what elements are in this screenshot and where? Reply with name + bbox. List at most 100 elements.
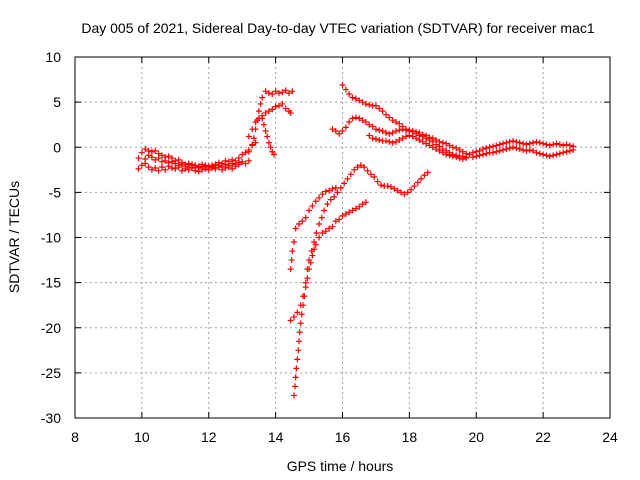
data-point	[506, 138, 513, 145]
data-point	[232, 161, 239, 168]
series-track-afternoon-lower	[366, 132, 470, 162]
data-point	[332, 218, 339, 225]
data-point	[321, 207, 328, 214]
data-point	[302, 214, 309, 221]
data-point	[483, 145, 490, 152]
data-point	[229, 160, 236, 167]
data-point	[372, 102, 379, 109]
data-point	[272, 103, 279, 110]
data-point	[298, 311, 305, 318]
data-point	[329, 223, 336, 230]
data-point	[344, 175, 351, 182]
data-point	[453, 154, 460, 161]
data-point	[489, 143, 496, 150]
data-point	[560, 149, 567, 156]
data-point	[543, 152, 550, 159]
data-point	[456, 146, 463, 153]
data-point	[540, 140, 547, 147]
data-point	[293, 365, 300, 372]
data-point	[347, 171, 354, 178]
x-tick-label: 8	[71, 429, 79, 445]
data-point	[443, 140, 450, 147]
data-point	[265, 90, 272, 97]
data-point	[446, 152, 453, 159]
data-point	[165, 159, 172, 166]
data-point	[399, 135, 406, 142]
data-point	[496, 141, 503, 148]
data-point	[275, 90, 282, 97]
data-point	[546, 142, 553, 149]
data-point	[250, 135, 257, 142]
data-point	[500, 146, 506, 153]
data-point	[346, 91, 353, 98]
data-point	[152, 165, 159, 172]
data-point	[286, 90, 292, 97]
data-point	[316, 234, 323, 241]
data-point	[423, 140, 430, 147]
y-tick-label: 5	[53, 94, 61, 110]
data-point	[148, 148, 155, 155]
data-point	[342, 86, 349, 93]
plot-frame	[74, 56, 611, 419]
data-point	[342, 124, 349, 131]
data-point	[408, 186, 415, 193]
data-point	[291, 392, 298, 399]
data-point	[267, 144, 274, 151]
data-point	[416, 137, 423, 144]
data-point	[289, 88, 296, 95]
data-point	[520, 140, 527, 147]
data-point	[372, 126, 379, 133]
data-point	[379, 108, 386, 115]
data-point	[364, 167, 371, 174]
data-point	[279, 100, 286, 107]
data-point	[393, 128, 399, 135]
data-point	[252, 139, 259, 146]
data-point	[556, 150, 563, 157]
data-point	[496, 147, 503, 154]
data-point	[560, 142, 567, 149]
x-tick-label: 24	[602, 429, 618, 445]
data-point	[553, 151, 560, 158]
data-point	[294, 356, 301, 363]
data-point	[369, 123, 376, 130]
data-point	[479, 151, 486, 158]
data-point	[162, 157, 169, 164]
data-point	[288, 257, 295, 264]
data-point	[296, 329, 303, 336]
data-point	[346, 118, 353, 125]
data-point	[235, 159, 242, 166]
data-point	[409, 128, 416, 135]
data-point	[300, 293, 307, 300]
data-point	[516, 139, 523, 146]
data-point	[553, 140, 560, 147]
data-point	[469, 154, 476, 161]
data-point	[426, 142, 433, 149]
data-point	[309, 202, 316, 209]
data-point	[239, 151, 246, 158]
data-point	[138, 162, 145, 169]
data-point	[175, 156, 182, 163]
data-point	[489, 149, 496, 156]
data-point	[419, 131, 426, 138]
data-point	[342, 211, 349, 218]
data-point	[530, 139, 537, 146]
data-point	[138, 149, 145, 156]
data-point	[449, 153, 456, 160]
data-point	[249, 141, 256, 148]
data-point	[376, 127, 383, 134]
y-tick-label: -5	[49, 184, 62, 200]
y-tick-label: -30	[41, 410, 61, 426]
data-point	[287, 317, 294, 324]
data-point	[483, 150, 490, 157]
data-point	[326, 187, 333, 194]
data-point	[192, 164, 199, 171]
data-point	[245, 148, 252, 155]
data-point	[513, 138, 520, 145]
data-point	[384, 183, 391, 190]
data-point	[359, 201, 366, 208]
data-point	[287, 109, 294, 116]
data-point	[386, 114, 393, 121]
data-point	[456, 155, 463, 162]
data-point	[275, 102, 282, 109]
data-point	[142, 155, 149, 162]
